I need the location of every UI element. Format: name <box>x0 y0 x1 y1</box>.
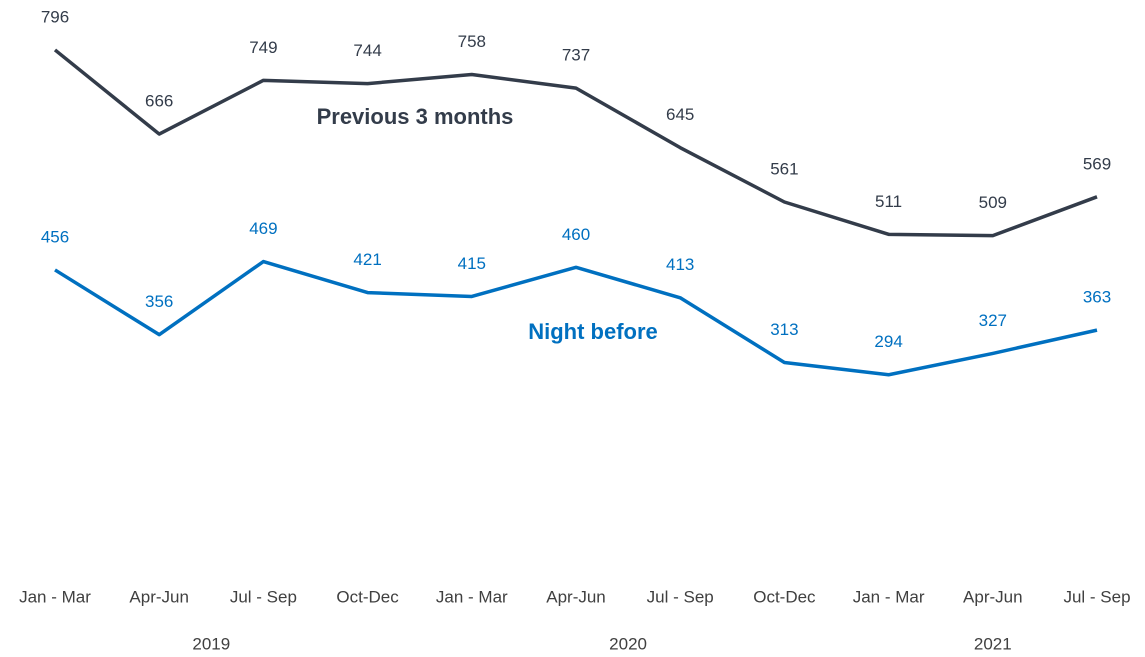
x-tick-label: Jul - Sep <box>1063 587 1130 606</box>
x-tick-label: Jul - Sep <box>230 587 297 606</box>
x-group-label: 2021 <box>974 634 1012 653</box>
data-label: 327 <box>979 311 1007 330</box>
data-label: 737 <box>562 46 590 65</box>
data-label: 796 <box>41 7 69 26</box>
data-label: 645 <box>666 105 694 124</box>
x-tick-label: Jan - Mar <box>436 587 508 606</box>
data-label: 413 <box>666 255 694 274</box>
x-tick-label: Jul - Sep <box>647 587 714 606</box>
series-line <box>53 48 1098 238</box>
x-tick-label: Apr-Jun <box>963 587 1023 606</box>
data-label: 421 <box>353 250 381 269</box>
x-tick-label: Jan - Mar <box>19 587 91 606</box>
data-label: 511 <box>875 192 902 211</box>
x-group-label: 2020 <box>609 634 647 653</box>
series-line <box>54 259 1098 377</box>
data-label: 561 <box>770 159 798 178</box>
x-tick-label: Apr-Jun <box>129 587 189 606</box>
data-label: 469 <box>249 219 277 238</box>
data-label: 509 <box>979 193 1007 212</box>
data-label: 415 <box>458 254 486 273</box>
data-label: 744 <box>353 41 381 60</box>
data-label: 569 <box>1083 154 1111 173</box>
data-label: 294 <box>874 332 902 351</box>
data-label: 456 <box>41 227 69 246</box>
x-group-label: 2019 <box>192 634 230 653</box>
data-label: 363 <box>1083 288 1111 307</box>
data-label: 460 <box>562 225 590 244</box>
data-label: 666 <box>145 92 173 111</box>
x-tick-label: Jan - Mar <box>853 587 925 606</box>
x-tick-label: Oct-Dec <box>336 587 399 606</box>
data-label: 313 <box>770 320 798 339</box>
x-tick-label: Oct-Dec <box>753 587 816 606</box>
series-name: Night before <box>528 319 658 344</box>
x-tick-label: Apr-Jun <box>546 587 606 606</box>
data-label: 749 <box>249 38 277 57</box>
series-name: Previous 3 months <box>317 104 514 129</box>
data-label: 356 <box>145 292 173 311</box>
data-label: 758 <box>458 32 486 51</box>
